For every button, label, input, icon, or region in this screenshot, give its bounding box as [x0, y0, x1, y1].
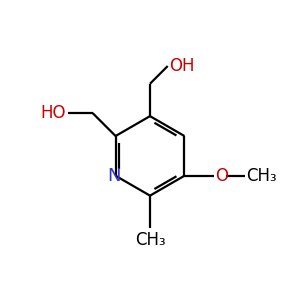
Text: N: N — [107, 167, 121, 185]
Text: OH: OH — [169, 57, 195, 75]
Text: HO: HO — [41, 104, 66, 122]
Text: O: O — [215, 167, 228, 185]
Text: CH₃: CH₃ — [246, 167, 277, 185]
Text: CH₃: CH₃ — [135, 231, 165, 249]
